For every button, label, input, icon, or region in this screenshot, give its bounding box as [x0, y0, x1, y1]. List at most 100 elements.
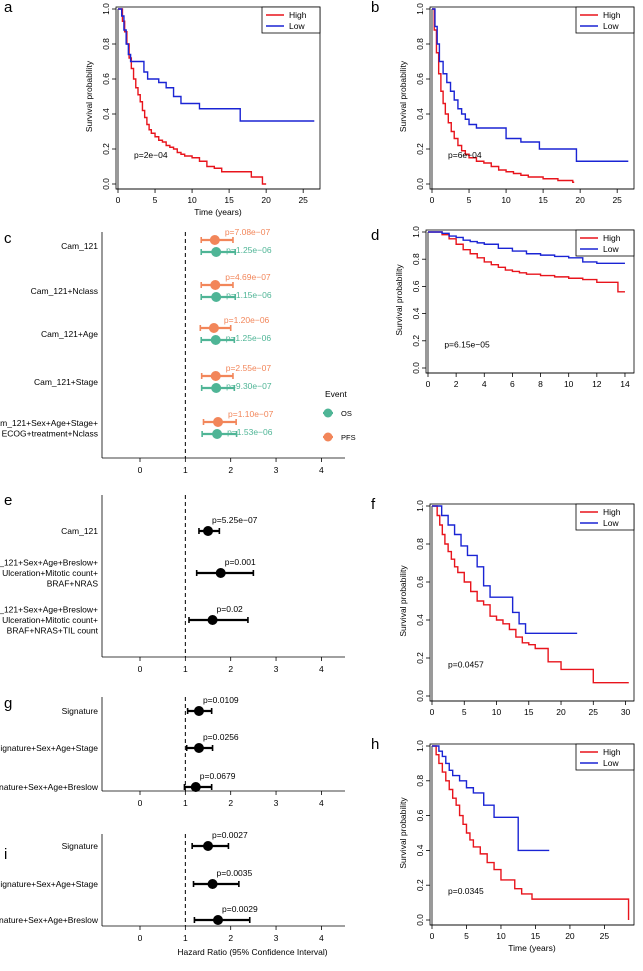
y-tick-label: 0.0	[411, 362, 421, 374]
hr-point	[213, 915, 223, 925]
p-value-os: p=9.30e−07	[226, 381, 272, 391]
row-label: Cam_121+Stage	[34, 377, 98, 387]
forest-panel-g: g 0 1 2 3 4 Signature p=0.0109 Signature+Sex+Age…	[0, 695, 345, 808]
y-tick-label: 0.2	[415, 143, 425, 155]
p-value: p=5.25e−07	[212, 515, 258, 525]
hr-point-pfs	[210, 371, 221, 381]
p-value-pfs: p=1.20e−06	[224, 315, 270, 325]
y-axis-label: Survival probability	[398, 60, 408, 132]
row-label: Ulceration+Mitotic count+	[2, 615, 98, 625]
x-tick-label: 0	[116, 195, 121, 205]
y-tick-label: 0.0	[101, 178, 111, 190]
p-value: p=0.0027	[212, 830, 248, 840]
row-label: Signature	[62, 841, 99, 851]
p-value-os: p=1.53e−06	[227, 427, 273, 437]
hr-point-os	[211, 292, 222, 302]
x-tick-label: 15	[538, 195, 548, 205]
row-label: Cam_121	[61, 241, 98, 251]
y-tick-label: 0.2	[411, 335, 421, 347]
legend-label-low: Low	[603, 518, 619, 528]
p-value: p=0.0345	[448, 886, 484, 896]
x-tick-label: 2	[228, 798, 233, 808]
y-tick-label: 1.0	[415, 500, 425, 512]
panel-label: h	[371, 736, 379, 753]
km-curve-high	[428, 231, 625, 293]
x-tick-label: 15	[524, 707, 534, 717]
row-label: Signature+Sex+Age+Breslow	[0, 782, 99, 792]
x-tick-label: 0	[430, 931, 435, 941]
x-tick-label: 5	[153, 195, 158, 205]
x-tick-label: 5	[467, 195, 472, 205]
y-axis-label: Survival probability	[394, 264, 404, 336]
y-tick-label: 0.8	[415, 38, 425, 50]
p-value: p=0.0679	[200, 771, 236, 781]
legend-box	[261, 6, 321, 34]
x-tick-label: 0	[138, 664, 143, 674]
km-panel-h: h 0.0 0.2 0.4 0.6 0.8 1.0 0 5 10 15 20 25 Survival pr…	[371, 736, 635, 953]
km-curve-high	[118, 8, 267, 185]
p-value: p=6e−04	[448, 150, 482, 160]
x-axis-label: Time (years)	[508, 943, 556, 953]
y-tick-label: 0.8	[415, 775, 425, 787]
legend-label-high: High	[603, 233, 621, 243]
x-tick-label: 0	[138, 933, 143, 943]
x-tick-label: 4	[482, 379, 487, 389]
x-tick-label: 1	[183, 465, 188, 475]
x-axis-label: Time (years)	[194, 207, 242, 217]
p-value: p=0.0256	[203, 732, 239, 742]
x-tick-label: 10	[187, 195, 197, 205]
plot-frame	[429, 503, 635, 702]
x-tick-label: 4	[319, 933, 324, 943]
p-value: p=0.0035	[217, 868, 253, 878]
x-tick-label: 2	[228, 465, 233, 475]
km-panel-f: f 0.0 0.2 0.4 0.6 0.8 1.0 0 5 10 15 20 25 30 Survival …	[371, 496, 635, 717]
x-tick-label: 0	[430, 707, 435, 717]
x-tick-label: 8	[538, 379, 543, 389]
y-tick-label: 0.2	[415, 652, 425, 664]
km-curve-low	[432, 505, 578, 634]
x-tick-label: 1	[183, 798, 188, 808]
legend-label-os: OS	[341, 409, 352, 418]
hr-point-os	[211, 383, 222, 393]
x-tick-label: 1	[183, 664, 188, 674]
x-tick-label: 3	[274, 664, 279, 674]
panel-label: a	[4, 0, 13, 16]
legend-box	[575, 743, 635, 771]
hr-point	[207, 879, 218, 889]
x-tick-label: 25	[600, 931, 610, 941]
km-curve-high	[432, 745, 630, 920]
legend-dot-os	[323, 408, 333, 418]
row-label: Signature+Sex+Age+Breslow	[0, 915, 99, 925]
row-label: Cam_121+Age	[41, 329, 98, 339]
forest-panel-c: c 0 1 2 3 4 Cam_121 p=7.08e−07 p=1.25e−06 Cam_121…	[0, 227, 356, 475]
x-tick-label: 25	[612, 195, 622, 205]
y-tick-label: 0.2	[101, 143, 111, 155]
legend-label-pfs: PFS	[341, 433, 356, 442]
x-tick-label: 10	[501, 195, 511, 205]
p-value-pfs: p=1.10e−07	[228, 409, 274, 419]
y-tick-label: 0.0	[415, 690, 425, 702]
km-panel-a: a 0.0 0.2 0.4 0.6 0.8 1.0 0 5 10 15 20 25 Survival pr…	[4, 0, 321, 217]
plot-frame	[429, 743, 635, 926]
legend-box	[575, 6, 635, 34]
p-value-pfs: p=7.08e−07	[225, 227, 271, 237]
hr-point-pfs	[213, 417, 223, 427]
x-tick-label: 20	[556, 707, 566, 717]
x-tick-label: 14	[620, 379, 630, 389]
y-tick-label: 0.0	[415, 178, 425, 190]
x-tick-label: 10	[496, 931, 506, 941]
y-tick-label: 0.4	[411, 307, 421, 319]
panel-label: b	[371, 0, 379, 16]
legend-label-high: High	[603, 747, 621, 757]
x-tick-label: 20	[575, 195, 585, 205]
p-value: p=6.15e−05	[444, 340, 490, 350]
panel-label: c	[4, 230, 12, 247]
p-value: p=0.0457	[448, 660, 484, 670]
y-tick-label: 0.4	[415, 108, 425, 120]
p-value-os: p=1.15e−06	[226, 290, 272, 300]
x-tick-label: 25	[298, 195, 308, 205]
